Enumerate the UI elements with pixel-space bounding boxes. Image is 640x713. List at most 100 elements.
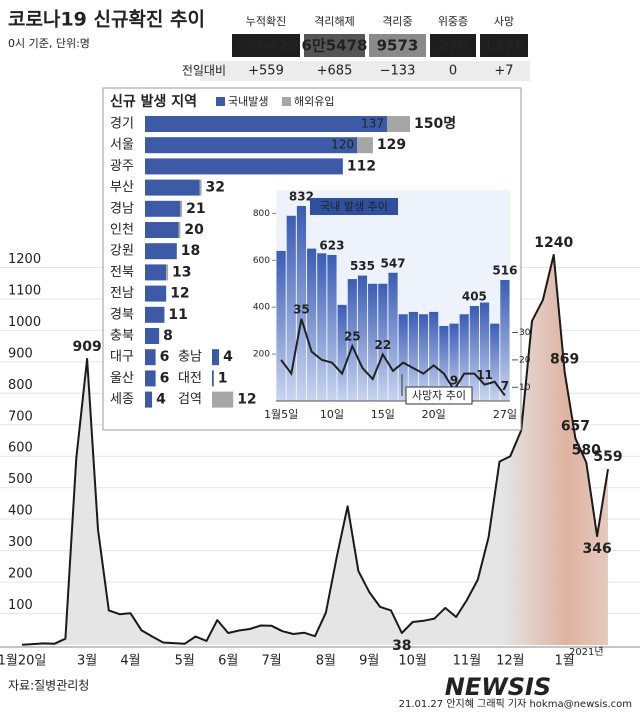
stat-box: [232, 34, 300, 57]
stat-box: [369, 34, 426, 57]
bar: [357, 275, 368, 401]
stat-label: 격리중: [382, 15, 412, 28]
category-label: 경기: [110, 117, 134, 132]
total-label: 129: [377, 137, 406, 153]
bar: [378, 283, 388, 401]
category-label: 울산: [110, 371, 134, 386]
source: 자료:질병관리청: [8, 679, 89, 693]
stat-value: 1378: [483, 37, 525, 55]
area: [22, 254, 608, 645]
x-tick-label: 4월: [120, 654, 140, 669]
value-label: 559: [593, 449, 622, 465]
bar: [145, 243, 177, 260]
y-tick-label: 300: [8, 535, 33, 550]
bar: [212, 349, 220, 366]
stat-box: [430, 34, 476, 57]
x-tick-label: 6월: [218, 654, 238, 669]
bar: [145, 328, 160, 344]
value-label: 38: [392, 638, 411, 654]
x-tick-label: 1월: [554, 654, 574, 669]
bar: [490, 323, 500, 401]
total-label: 6: [160, 370, 170, 386]
x-tick-label: 15일: [371, 407, 395, 421]
y-tick-label: 800: [253, 209, 270, 219]
stat-box: [480, 34, 528, 57]
stat-label: 위중증: [438, 15, 468, 28]
bar: [327, 254, 337, 401]
value-label: 623: [319, 238, 344, 252]
diff-row-bg: [200, 61, 530, 81]
bar: [166, 264, 168, 281]
stat-value: 6만5478: [302, 37, 368, 55]
stat-label: 사망: [494, 15, 514, 28]
series-tag: 국내 발생 추이: [320, 200, 388, 213]
value-label: 516: [492, 264, 517, 278]
bar: [357, 137, 373, 154]
value-label: 547: [380, 256, 405, 270]
y-tick-label: 900: [8, 346, 33, 361]
category-label: 충북: [110, 329, 134, 344]
stat-diff: 0: [449, 64, 457, 79]
value-label: 7: [501, 379, 509, 393]
bar: [145, 285, 167, 302]
total-label: 1: [218, 370, 228, 386]
main-chart: 1002003004005006007008009001000110012001…: [0, 235, 640, 669]
total-label: 6: [160, 349, 170, 365]
value-label: 832: [289, 189, 314, 203]
value-label: 25: [344, 330, 361, 344]
bar: [145, 264, 167, 281]
bar: [387, 116, 410, 132]
bar: [145, 158, 343, 175]
category-label: 검역: [178, 392, 202, 407]
x-tick-label: 10월: [398, 654, 427, 669]
category-label: 전북: [110, 265, 134, 280]
y-tick-label: 700: [8, 409, 33, 424]
x-tick-label: 1월5일: [264, 407, 298, 421]
x-tick-label: 10일: [320, 407, 344, 421]
category-label: 충남: [178, 350, 202, 365]
x-tick-label: 12월: [496, 654, 525, 669]
bar: [145, 137, 357, 154]
value-label: 137: [361, 117, 384, 131]
bar: [469, 306, 479, 401]
value-label: 120: [331, 138, 354, 152]
bar: [368, 283, 378, 401]
bar: [145, 391, 153, 408]
line: [280, 318, 506, 397]
bar: [317, 253, 327, 401]
stat-value: 7만6429: [233, 37, 299, 55]
total-label: 112: [347, 158, 376, 174]
bar: [296, 205, 307, 401]
series-tag-bg: [405, 386, 473, 405]
total-label: 8: [163, 328, 173, 344]
stat-label: 누적확진: [246, 15, 286, 28]
credit: 21.01.27 안지혜 그래픽 기자 hokma@newsis.com: [399, 698, 632, 710]
category-label: 서울: [110, 138, 134, 153]
bar: [398, 314, 408, 401]
total-label: 4: [156, 392, 166, 408]
bar: [286, 215, 296, 401]
bar: [276, 250, 286, 401]
category-label: 경북: [110, 307, 134, 322]
category-label: 세종: [110, 392, 134, 407]
series-tag: 사망자 추이: [412, 389, 466, 402]
bar: [479, 302, 490, 401]
bar: [212, 370, 214, 387]
watermark: NEWSIS: [445, 673, 551, 701]
y-tick-label: 200: [253, 350, 270, 360]
x-tick-label: 8월: [316, 654, 336, 669]
value-label: 657: [561, 418, 590, 434]
category-label: 대전: [178, 371, 202, 386]
stat-diff: −133: [380, 64, 416, 79]
category-label: 부산: [110, 180, 134, 195]
category-label: 인천: [110, 223, 134, 238]
legend-swatch: [216, 97, 225, 106]
category-label: 대구: [110, 350, 134, 365]
total-label: 20: [184, 222, 204, 238]
bar: [145, 349, 156, 366]
stats: 전일대비 누적확진 7만6429 +559 격리해제 6만5478 +685 격리중 9573 −…: [182, 14, 530, 81]
value-label: 535: [350, 259, 375, 273]
bar: [145, 200, 181, 217]
bar: [199, 179, 202, 196]
